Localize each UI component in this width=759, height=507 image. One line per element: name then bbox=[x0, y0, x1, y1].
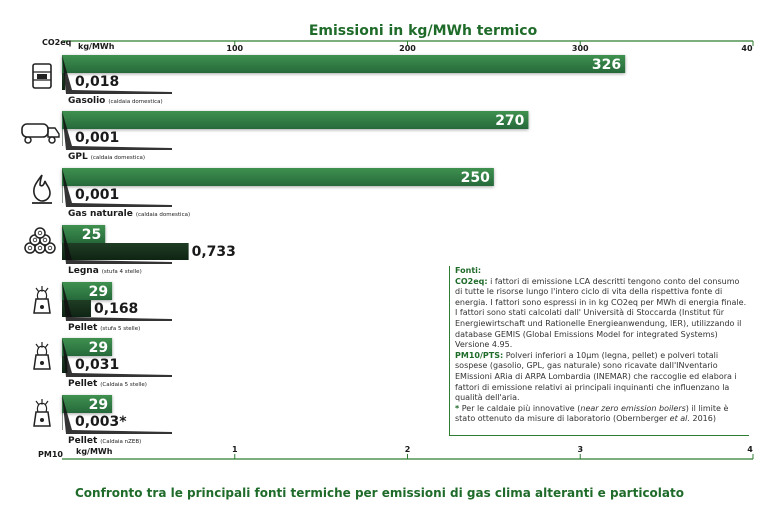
category-label: Pellet (Caldaia 5 stelle) bbox=[68, 379, 147, 389]
co2-bar bbox=[62, 395, 113, 413]
pm10-value-label: 0,031 bbox=[75, 357, 119, 373]
co2-tick-label: 100 bbox=[226, 44, 243, 53]
co2-bar bbox=[62, 338, 113, 356]
oil-barrel-icon bbox=[32, 63, 52, 89]
row-baseline-wedge bbox=[62, 225, 172, 264]
co2-tick-label: 40 bbox=[741, 44, 753, 53]
category-note: (caldaia domestica) bbox=[136, 212, 190, 218]
pm10-tick-label: 3 bbox=[577, 445, 583, 454]
co2-bar bbox=[62, 282, 113, 300]
category-row: 326 0,018 Gasolio (caldaia domestica) bbox=[32, 55, 626, 106]
category-note: (caldaia domestica) bbox=[91, 155, 145, 161]
pellet-sack-icon bbox=[33, 286, 51, 314]
firewood-logs-icon bbox=[24, 227, 56, 254]
pm10-bar bbox=[62, 73, 66, 90]
category-row: 290,031 Pellet (Caldaia 5 stelle) bbox=[33, 338, 172, 389]
pm10-value-label: 0,001 bbox=[75, 130, 119, 146]
pm10-value-label: 0,733 bbox=[192, 244, 236, 260]
pm10-axis-unit: kg/MWh bbox=[76, 447, 113, 456]
sources-pm-text: Polveri inferiori a 10µm (legna, pellet)… bbox=[455, 350, 737, 403]
pm10-tick-label: 4 bbox=[747, 445, 753, 454]
co2-bar bbox=[62, 55, 626, 73]
category-row: 270 0,001 GPL (caldaia domestica) bbox=[21, 111, 529, 162]
pm10-bar bbox=[62, 356, 68, 373]
sources-box: Fonti: CO2eq: i fattori di emissione LCA… bbox=[449, 266, 749, 436]
chart-title: Emissioni in kg/MWh termico bbox=[309, 23, 538, 39]
sources-note-text-1: Per le caldaie più innovative ( bbox=[461, 403, 581, 413]
row-baseline-wedge bbox=[62, 282, 172, 321]
category-note: (Caldaia nZEB) bbox=[100, 439, 141, 445]
pellet-sack-icon bbox=[33, 342, 51, 370]
category-row: 250 0,001 Gas naturale (caldaia domestica) bbox=[32, 168, 494, 219]
pm10-tick-label: 2 bbox=[405, 445, 411, 454]
co2-bar bbox=[62, 111, 529, 129]
category-label: Pellet (stufa 5 stelle) bbox=[68, 323, 140, 333]
sources-note-text-3: 2016) bbox=[689, 414, 716, 424]
category-row: 290,003* Pellet (Caldaia nZEB) bbox=[33, 395, 172, 446]
chart-rows: 326 0,018 Gasolio (caldaia domestica) 270 0,0… bbox=[21, 55, 626, 446]
pm10-bar bbox=[62, 186, 63, 203]
category-label: Pellet (Caldaia nZEB) bbox=[68, 436, 141, 446]
category-label: Legna (stufa 4 stelle) bbox=[68, 266, 142, 276]
sources-note-marker: * bbox=[455, 403, 460, 413]
pellet-sack-icon bbox=[33, 399, 51, 427]
pm10-axis-ticks: 1 2 3 4 bbox=[232, 445, 754, 459]
pm10-value-label: 0,018 bbox=[75, 74, 119, 90]
co2-value-label: 29 bbox=[89, 397, 108, 413]
co2-bar bbox=[62, 168, 494, 186]
pm10-tick-label: 1 bbox=[232, 445, 238, 454]
co2-bar bbox=[62, 225, 106, 243]
category-note: (stufa 4 stelle) bbox=[102, 269, 142, 275]
figure-caption: Confronto tra le principali fonti termic… bbox=[75, 486, 684, 500]
pm10-bar bbox=[62, 243, 189, 260]
sources-co2-text: i fattori di emissione LCA descritti ten… bbox=[455, 276, 747, 350]
row-baseline-wedge bbox=[62, 168, 172, 207]
row-baseline-wedge bbox=[62, 338, 172, 377]
flame-icon bbox=[32, 174, 52, 204]
co2-value-label: 270 bbox=[495, 113, 524, 129]
category-label: GPL (caldaia domestica) bbox=[68, 152, 145, 162]
co2-axis-label: CO2eq bbox=[42, 38, 72, 47]
pm10-value-label: 0,003* bbox=[75, 414, 127, 430]
category-label: Gasolio (caldaia domestica) bbox=[68, 96, 163, 106]
sources-co2-heading: CO2eq: bbox=[455, 276, 488, 286]
co2-value-label: 25 bbox=[82, 227, 101, 243]
category-label: Gas naturale (caldaia domestica) bbox=[68, 209, 190, 219]
pm10-bar bbox=[62, 129, 63, 146]
co2-axis-unit: kg/MWh bbox=[78, 42, 115, 51]
sources-pm-heading: PM10/PTS: bbox=[455, 350, 504, 360]
category-note: (Caldaia 5 stelle) bbox=[100, 382, 147, 388]
category-row: 290,168 Pellet (stufa 5 stelle) bbox=[33, 282, 172, 333]
co2-tick-label: 200 bbox=[399, 44, 416, 53]
sources-note-italic-1: near zero emission boilers bbox=[580, 403, 686, 413]
row-baseline-wedge bbox=[62, 111, 172, 150]
pm10-value-label: 0,168 bbox=[94, 301, 138, 317]
sources-note-text-2: ) il limite è stato ottenuto da misure d… bbox=[455, 403, 729, 424]
sources-note-italic-2: et al. bbox=[669, 414, 690, 424]
pm10-value-label: 0,001 bbox=[75, 187, 119, 203]
category-row: 25 0,733 Legna (stufa 4 stelle) bbox=[24, 225, 236, 276]
row-baseline-wedge bbox=[62, 395, 172, 434]
pm10-axis-label: PM10 bbox=[38, 450, 63, 459]
gas-tanker-truck-icon bbox=[21, 123, 60, 144]
co2-value-label: 29 bbox=[89, 284, 108, 300]
category-note: (stufa 5 stelle) bbox=[100, 326, 140, 332]
co2-axis-ticks: 100 200 300 40 bbox=[226, 41, 754, 53]
category-note: (caldaia domestica) bbox=[108, 99, 162, 105]
co2-tick-label: 300 bbox=[572, 44, 589, 53]
sources-heading: Fonti: bbox=[455, 266, 482, 275]
co2-value-label: 29 bbox=[89, 340, 108, 356]
co2-value-label: 250 bbox=[461, 170, 490, 186]
pm10-bar bbox=[62, 413, 63, 430]
co2-value-label: 326 bbox=[592, 57, 621, 73]
row-baseline-wedge bbox=[62, 55, 172, 94]
